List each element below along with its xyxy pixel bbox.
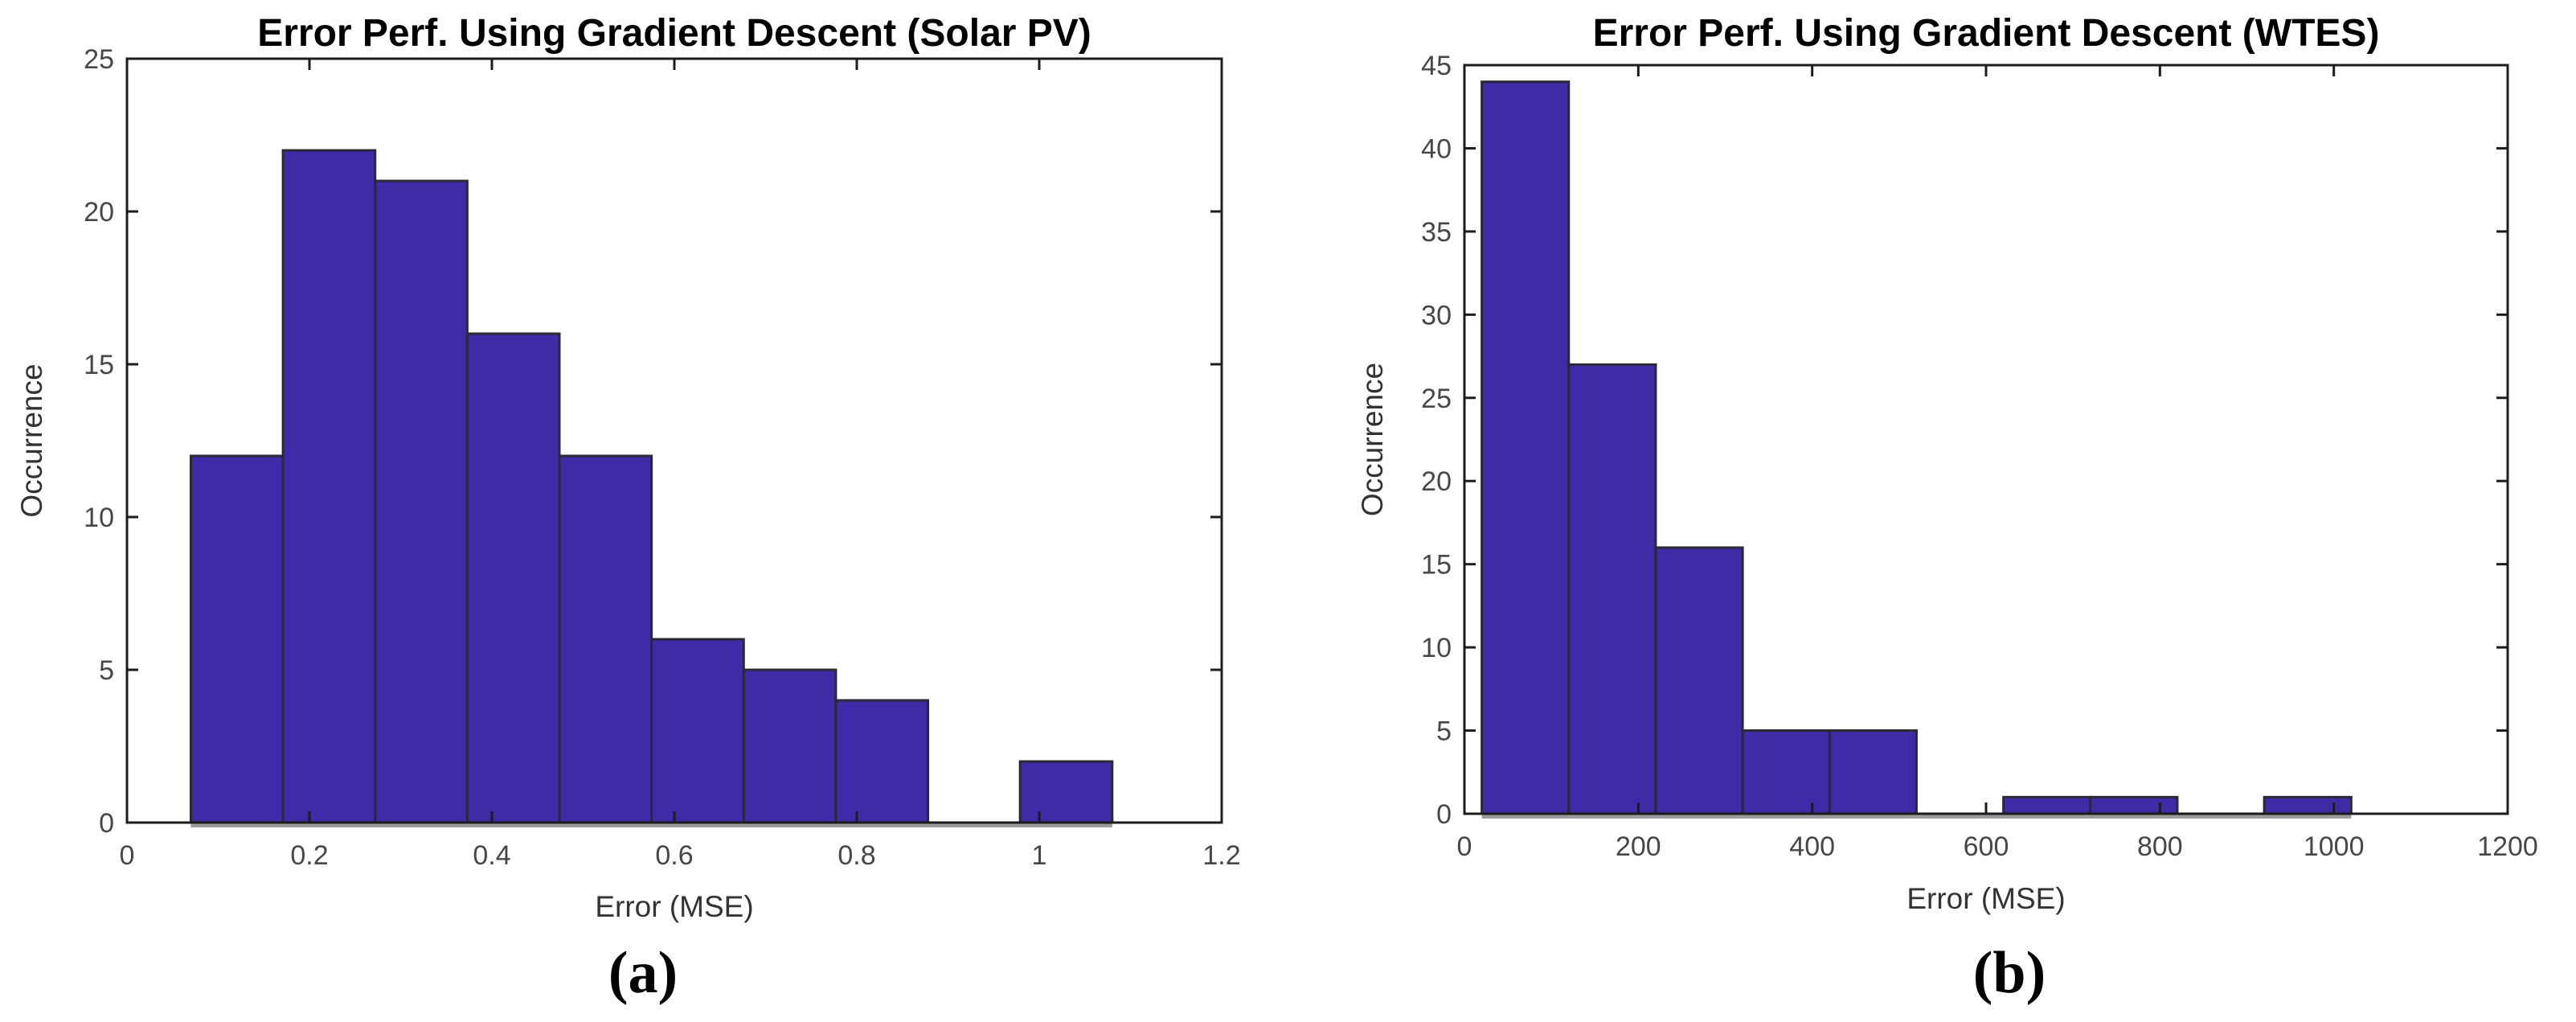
histogram-bar (1741, 729, 1831, 815)
histogram-bar (2002, 795, 2092, 815)
y-tick-label: 45 (1421, 51, 1452, 81)
histogram-bar (2089, 795, 2179, 815)
chart-title: Error Perf. Using Gradient Descent (WTES… (1593, 12, 2380, 55)
histogram-bar (650, 638, 745, 824)
histogram-bar (1654, 546, 1744, 815)
x-tick-label: 0 (1457, 831, 1472, 862)
y-tick-label: 35 (1421, 217, 1452, 248)
x-tick-label: 0.4 (473, 840, 510, 871)
y-tick-label: 20 (1421, 466, 1452, 497)
x-tick-label: 200 (1616, 831, 1661, 862)
x-tick-label: 0.8 (838, 840, 875, 871)
x-tick-label: 1200 (2477, 831, 2538, 862)
histogram-bar (2263, 795, 2353, 815)
x-tick-label: 1 (1032, 840, 1047, 871)
histogram-bar (1018, 760, 1114, 824)
wtes-histogram-panel: 0 200 400 600 800 1000 1200 0 5 10 15 20 25 30 35 40 45 E… (1286, 0, 2576, 1022)
x-tick-label: 0.6 (655, 840, 693, 871)
histogram-bar (189, 454, 285, 824)
y-tick-label: 5 (1436, 716, 1452, 747)
y-tick-label: 0 (99, 808, 114, 839)
histogram-bar (834, 699, 930, 824)
y-tick-label: 15 (84, 350, 114, 380)
y-tick-label: 10 (84, 503, 114, 533)
x-tick-label: 1000 (2304, 831, 2365, 862)
y-tick-label: 20 (84, 197, 114, 228)
y-tick-label: 25 (84, 44, 114, 75)
y-tick-label: 15 (1421, 550, 1452, 581)
caption-b: (b) (1972, 940, 2046, 1006)
histogram-bar (465, 332, 561, 824)
histogram-svg: 0 0.2 0.4 0.6 0.8 1 1.2 0 5 10 15 20 25 Error Perf. U… (15, 12, 1241, 923)
x-tick-label: 0.2 (290, 840, 328, 871)
x-axis-label: Error (MSE) (1906, 882, 2065, 915)
histogram-bar (281, 149, 377, 824)
x-tick-label: 600 (1964, 831, 2009, 862)
solar-pv-histogram-panel: 0 0.2 0.4 0.6 0.8 1 1.2 0 5 10 15 20 25 Error Perf. U… (0, 0, 1286, 1022)
histogram-bar (1828, 729, 1918, 815)
y-tick-label: 30 (1421, 300, 1452, 330)
y-axis-label: Occurrence (1356, 363, 1389, 516)
caption-a: (a) (608, 940, 678, 1006)
histogram-svg: 0 200 400 600 800 1000 1200 0 5 10 15 20 25 30 35 40 45 E… (1356, 12, 2538, 915)
x-tick-label: 0 (120, 840, 135, 871)
histogram-bar (558, 454, 653, 824)
histogram-bar (1480, 80, 1571, 815)
y-tick-label: 0 (1436, 799, 1452, 830)
histogram-bar (742, 668, 838, 824)
histogram-bar (1567, 363, 1657, 815)
y-tick-label: 40 (1421, 133, 1452, 164)
baseline-shadow (190, 823, 1112, 827)
y-tick-label: 5 (99, 655, 114, 686)
x-tick-label: 1.2 (1202, 840, 1240, 871)
chart-title: Error Perf. Using Gradient Descent (Sola… (257, 12, 1091, 55)
baseline-shadow (1481, 815, 2352, 819)
y-axis-label: Occurrence (15, 363, 48, 517)
y-tick-label: 25 (1421, 384, 1452, 414)
x-tick-label: 400 (1789, 831, 1835, 862)
x-tick-label: 800 (2137, 831, 2183, 862)
histogram-bar (374, 179, 469, 824)
y-tick-label: 10 (1421, 633, 1452, 663)
x-axis-label: Error (MSE) (595, 890, 753, 923)
